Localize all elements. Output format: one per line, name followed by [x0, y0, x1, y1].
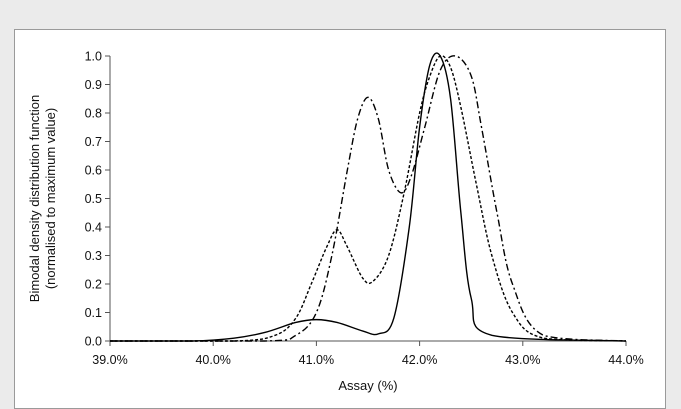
- plot-series: [110, 52, 627, 342]
- x-tick-label: 43.0%: [505, 353, 540, 367]
- y-tick-label: 0.6: [85, 164, 102, 178]
- y-tick-label: 0.0: [85, 335, 102, 349]
- series-line-dashed: [110, 55, 627, 342]
- y-axis-title-line2: (normalised to maximum value): [43, 108, 58, 289]
- y-tick-label: 0.3: [85, 249, 102, 263]
- x-tick-label: 44.0%: [608, 353, 643, 367]
- y-axis-title: Bimodal density distribution function (n…: [27, 95, 58, 302]
- y-tick-label: 0.8: [85, 107, 102, 121]
- chart-panel: 0.0 0.1 0.2 0.3 0.4 0.5 0.6 0.7 0.8 0.9 1.0 39.0% 4…: [14, 29, 666, 409]
- y-tick-labels: 0.0 0.1 0.2 0.3 0.4 0.5 0.6 0.7 0.8 0.9 1.0: [85, 50, 102, 349]
- y-tick-label: 0.5: [85, 192, 102, 206]
- x-tick-label: 41.0%: [299, 353, 334, 367]
- x-tick-labels: 39.0% 40.0% 41.0% 42.0% 43.0% 44.0%: [92, 353, 643, 367]
- x-tick-label: 39.0%: [92, 353, 127, 367]
- series-line-solid: [110, 52, 627, 342]
- x-tick-label: 40.0%: [195, 353, 230, 367]
- x-tick-label: 42.0%: [402, 353, 437, 367]
- y-tick-label: 0.1: [85, 306, 102, 320]
- y-axis-title-line1: Bimodal density distribution function: [27, 95, 42, 302]
- series-line-dash-dot: [110, 55, 627, 342]
- y-tick-label: 1.0: [85, 50, 102, 64]
- y-tick-label: 0.7: [85, 135, 102, 149]
- chart-canvas: 0.0 0.1 0.2 0.3 0.4 0.5 0.6 0.7 0.8 0.9 1.0 39.0% 4…: [27, 50, 644, 394]
- x-axis-title: Assay (%): [338, 378, 397, 393]
- y-tick-label: 0.4: [85, 221, 102, 235]
- y-tick-label: 0.9: [85, 78, 102, 92]
- y-tick-label: 0.2: [85, 278, 102, 292]
